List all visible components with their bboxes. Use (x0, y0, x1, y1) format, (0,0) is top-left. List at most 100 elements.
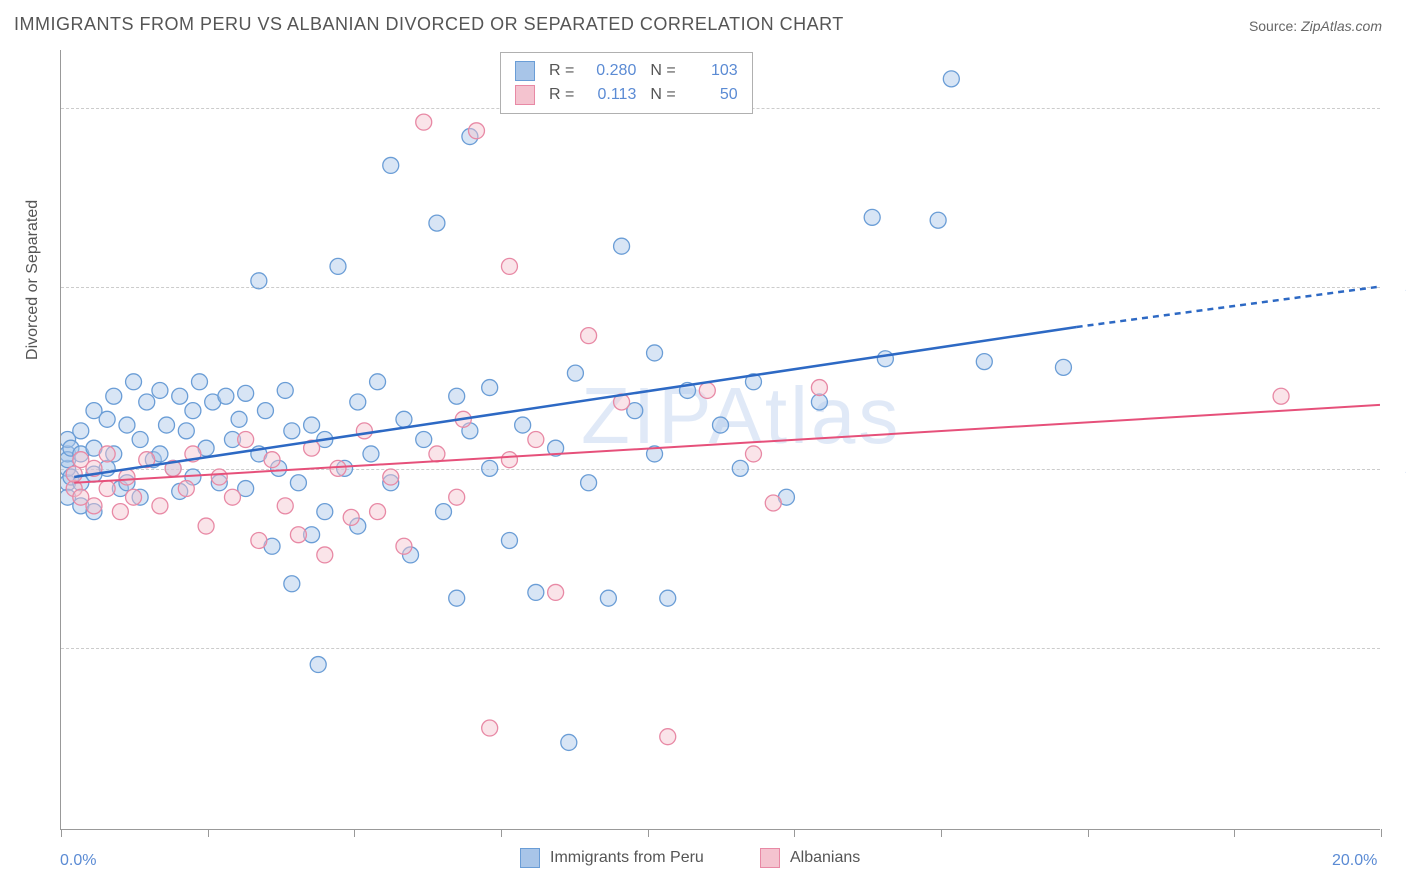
legend-stats-row: R =0.113N =50 (515, 83, 738, 107)
legend-stats: R = 0.280 N = 103R =0.113N =50 (500, 52, 753, 114)
scatter-point (317, 504, 333, 520)
scatter-point (251, 273, 267, 289)
trend-line-extrapolated (1077, 287, 1380, 327)
scatter-point (811, 394, 827, 410)
scatter-point (178, 481, 194, 497)
scatter-point (277, 498, 293, 514)
legend-stats-row: R =0.280N =103 (515, 59, 738, 83)
scatter-point (363, 446, 379, 462)
scatter-point (548, 584, 564, 600)
scatter-point (99, 411, 115, 427)
legend-n-value: 103 (686, 59, 738, 83)
x-tick-label: 0.0% (60, 852, 96, 870)
y-tick-label: 18.8% (1390, 278, 1406, 296)
source-value: ZipAtlas.com (1301, 18, 1382, 34)
scatter-point (257, 403, 273, 419)
scatter-point (119, 469, 135, 485)
scatter-point (317, 547, 333, 563)
legend-r-value: 0.280 (584, 59, 636, 83)
scatter-point (73, 423, 89, 439)
legend-n-label: N = (650, 83, 675, 107)
scatter-point (528, 584, 544, 600)
x-tick (1234, 829, 1235, 837)
legend-r-label: R = (549, 83, 574, 107)
scatter-point (429, 215, 445, 231)
scatter-point (86, 498, 102, 514)
scatter-point (290, 475, 306, 491)
scatter-point (343, 509, 359, 525)
scatter-point (112, 504, 128, 520)
legend-r-label: R = (549, 59, 574, 83)
scatter-point (482, 460, 498, 476)
scatter-point (370, 504, 386, 520)
source-credit: Source: ZipAtlas.com (1249, 18, 1382, 34)
scatter-point (356, 423, 372, 439)
scatter-point (501, 258, 517, 274)
scatter-point (436, 504, 452, 520)
scatter-point (482, 720, 498, 736)
scatter-point (304, 417, 320, 433)
legend-swatch (515, 85, 535, 105)
x-tick (794, 829, 795, 837)
scatter-point (416, 432, 432, 448)
scatter-point (192, 374, 208, 390)
scatter-point (416, 114, 432, 130)
x-tick (61, 829, 62, 837)
scatter-point (396, 411, 412, 427)
x-tick-label: 20.0% (1332, 852, 1377, 870)
scatter-point (449, 590, 465, 606)
scatter-point (126, 374, 142, 390)
x-tick (1088, 829, 1089, 837)
scatter-point (238, 432, 254, 448)
scatter-point (284, 423, 300, 439)
scatter-point (66, 466, 82, 482)
plot-area: ZIPAtlas 6.3%12.5%18.8% (60, 50, 1380, 830)
scatter-point (1273, 388, 1289, 404)
x-tick (1381, 829, 1382, 837)
scatter-point (172, 388, 188, 404)
scatter-point (660, 590, 676, 606)
x-tick (354, 829, 355, 837)
scatter-point (732, 460, 748, 476)
scatter-point (515, 417, 531, 433)
scatter-point (330, 258, 346, 274)
scatter-point (139, 394, 155, 410)
scatter-point (561, 734, 577, 750)
scatter-point (126, 489, 142, 505)
scatter-point (581, 475, 597, 491)
scatter-point (449, 388, 465, 404)
legend-swatch (760, 848, 780, 868)
x-tick (208, 829, 209, 837)
scatter-point (284, 576, 300, 592)
scatter-point (713, 417, 729, 433)
scatter-point (224, 489, 240, 505)
scatter-point (178, 423, 194, 439)
legend-series-label: Immigrants from Peru (550, 849, 704, 867)
scatter-point (811, 380, 827, 396)
scatter-point (198, 518, 214, 534)
scatter-point (310, 657, 326, 673)
scatter-point (152, 498, 168, 514)
legend-series-label: Albanians (790, 849, 860, 867)
scatter-point (152, 382, 168, 398)
scatter-point (211, 469, 227, 485)
scatter-point (106, 388, 122, 404)
scatter-point (383, 157, 399, 173)
scatter-point (600, 590, 616, 606)
scatter-point (765, 495, 781, 511)
y-axis-title: Divorced or Separated (24, 200, 42, 360)
scatter-point (581, 328, 597, 344)
scatter-point (660, 729, 676, 745)
scatter-point (238, 385, 254, 401)
scatter-svg (61, 50, 1380, 829)
scatter-point (567, 365, 583, 381)
x-tick (648, 829, 649, 837)
scatter-point (370, 374, 386, 390)
scatter-point (383, 469, 399, 485)
legend-swatch (515, 61, 535, 81)
scatter-point (396, 538, 412, 554)
scatter-point (277, 382, 293, 398)
scatter-point (877, 351, 893, 367)
scatter-point (159, 417, 175, 433)
scatter-point (251, 532, 267, 548)
